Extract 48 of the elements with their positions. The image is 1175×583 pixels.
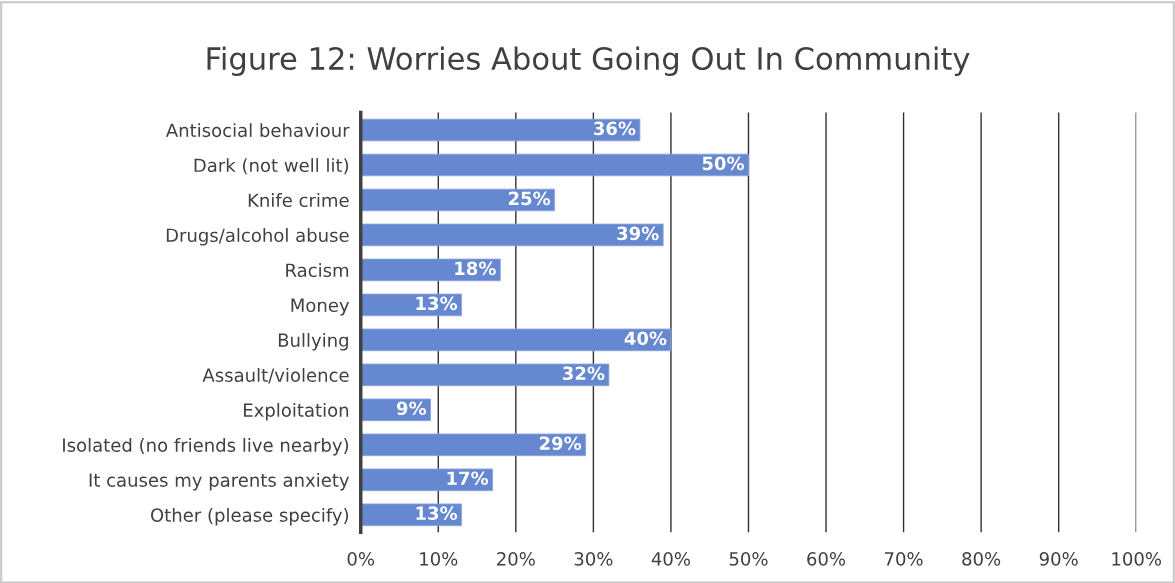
data-label: 50% [702, 156, 745, 171]
bar [360, 258, 501, 282]
bar [360, 293, 462, 317]
y-tick-label: Exploitation [244, 402, 349, 421]
y-tick-label: It causes my parents anxiety [89, 472, 350, 491]
data-label: 9% [396, 401, 427, 416]
bar [360, 223, 664, 247]
y-tick-label: Bullying [278, 333, 348, 351]
x-tick-label: 100% [1112, 552, 1162, 566]
y-tick-label: Racism [286, 263, 349, 278]
data-label: 13% [416, 506, 458, 521]
bar [360, 398, 431, 422]
x-tick-label: 20% [497, 552, 535, 566]
y-tick-label: Dark (not well lit) [194, 158, 349, 175]
y-tick-label: Antisocial behaviour [165, 123, 350, 138]
bar [360, 503, 462, 527]
y-tick-label: Knife crime [248, 193, 349, 208]
y-tick-label: Money [291, 298, 350, 316]
x-tick-label: 70% [884, 552, 923, 566]
x-tick-label: 80% [962, 552, 1001, 566]
x-tick-label: 40% [651, 552, 690, 566]
data-label: 36% [594, 121, 636, 136]
data-label: 13% [416, 296, 458, 311]
x-tick-label: 50% [729, 552, 768, 566]
data-label: 17% [447, 471, 489, 486]
chart-title: Figure 12: Worries About Going Out In Community [207, 46, 970, 76]
bar [360, 433, 587, 457]
y-tick-label: Assault/violence [202, 368, 349, 384]
bar [360, 118, 641, 142]
x-tick-label: 10% [420, 552, 458, 566]
x-tick-label: 90% [1039, 552, 1078, 566]
data-label: 29% [539, 436, 582, 451]
bar [360, 363, 610, 387]
bar [360, 328, 672, 352]
data-label: 40% [624, 331, 667, 346]
x-tick-label: 0% [347, 552, 375, 566]
data-label: 25% [508, 191, 551, 206]
data-label: 39% [617, 226, 659, 241]
x-tick-label: 30% [574, 552, 613, 566]
y-tick-label: Other (please specify) [150, 507, 349, 526]
bar [360, 188, 556, 212]
bar [360, 153, 749, 177]
x-tick-label: 60% [807, 552, 846, 566]
bar [360, 468, 493, 492]
data-label: 32% [563, 366, 605, 381]
y-tick-label: Drugs/alcohol abuse [166, 228, 349, 246]
y-tick-label: Isolated (no friends live nearby) [63, 437, 349, 456]
data-label: 18% [455, 261, 496, 276]
